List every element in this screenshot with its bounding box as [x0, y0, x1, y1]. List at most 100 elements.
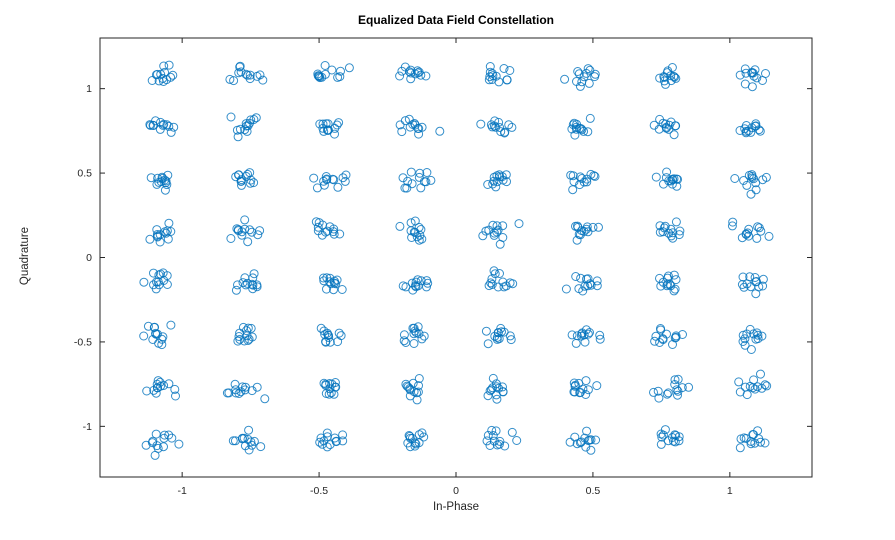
- constellation-point: [585, 65, 595, 75]
- constellation-point: [764, 231, 774, 241]
- constellation-point: [502, 177, 511, 187]
- constellation-point: [660, 425, 670, 435]
- constellation-point: [735, 443, 745, 453]
- x-tick-label: 1: [727, 485, 733, 497]
- constellation-point: [400, 183, 410, 193]
- constellation-point: [741, 68, 751, 78]
- constellation-point: [749, 430, 758, 440]
- constellation-point: [495, 269, 504, 278]
- constellation-point: [742, 329, 752, 339]
- constellation-point: [414, 222, 424, 232]
- constellation-point: [747, 68, 757, 78]
- constellation-point: [576, 273, 586, 283]
- constellation-point: [147, 438, 157, 448]
- constellation-point: [150, 450, 160, 460]
- constellation-point: [154, 280, 164, 290]
- constellation-point: [233, 132, 243, 142]
- constellation-point: [414, 374, 424, 383]
- constellation-point: [659, 76, 669, 86]
- constellation-point: [571, 272, 581, 281]
- constellation-point: [582, 426, 592, 436]
- constellation-point: [399, 336, 409, 346]
- constellation-point: [328, 174, 338, 184]
- constellation-point: [166, 127, 176, 137]
- constellation-point: [497, 327, 506, 337]
- constellation-point: [315, 437, 325, 447]
- constellation-point: [661, 123, 671, 133]
- constellation-point: [669, 130, 679, 140]
- constellation-point: [236, 387, 246, 397]
- constellation-point: [155, 237, 165, 247]
- constellation-point: [155, 124, 165, 134]
- constellation-point: [487, 75, 497, 84]
- constellation-point: [241, 382, 250, 392]
- constellation-point: [581, 390, 591, 399]
- constellation-point: [567, 124, 577, 134]
- constellation-point: [487, 122, 497, 132]
- constellation-point: [405, 67, 414, 77]
- constellation-point: [408, 285, 418, 295]
- constellation-point: [331, 279, 341, 289]
- constellation-point: [145, 120, 155, 130]
- constellation-point: [673, 174, 683, 184]
- constellation-point: [149, 268, 158, 278]
- constellation-point: [747, 171, 757, 181]
- constellation-point: [406, 167, 416, 177]
- constellation-point: [230, 436, 240, 446]
- constellation-point: [326, 388, 336, 398]
- constellation-point: [317, 439, 327, 449]
- constellation-point: [741, 128, 751, 138]
- constellation-point: [231, 285, 241, 295]
- constellation-point: [340, 176, 350, 186]
- constellation-point: [588, 222, 598, 232]
- constellation-point: [578, 286, 588, 296]
- constellation-point: [238, 278, 248, 288]
- constellation-point: [225, 74, 235, 84]
- constellation-point: [143, 321, 153, 331]
- constellation-point: [673, 390, 682, 400]
- constellation-point: [329, 229, 339, 239]
- constellation-point: [335, 229, 345, 239]
- constellation-point: [322, 273, 332, 283]
- constellation-point: [246, 323, 256, 333]
- constellation-point: [585, 113, 595, 123]
- constellation-point: [663, 388, 673, 398]
- x-axis-label: In-Phase: [432, 501, 480, 513]
- constellation-point: [590, 72, 600, 82]
- constellation-point: [571, 338, 581, 348]
- x-tick-label: 0: [453, 485, 459, 497]
- constellation-point: [500, 127, 510, 137]
- constellation-point: [674, 432, 684, 442]
- constellation-point: [414, 235, 424, 245]
- constellation-point: [486, 278, 496, 288]
- constellation-point: [145, 234, 155, 244]
- constellation-point: [344, 63, 354, 73]
- constellation-point: [410, 326, 420, 336]
- constellation-point: [758, 274, 768, 284]
- constellation-point: [255, 70, 265, 80]
- constellation-point: [668, 340, 677, 349]
- constellation-point: [505, 331, 515, 341]
- constellation-point: [568, 171, 578, 181]
- constellation-point: [153, 231, 163, 241]
- constellation-point: [235, 62, 245, 72]
- constellation-point: [743, 228, 753, 238]
- constellation-point: [671, 332, 681, 342]
- constellation-point: [672, 385, 682, 395]
- constellation-point: [333, 337, 343, 347]
- constellation-point: [325, 273, 335, 283]
- constellation-point: [577, 328, 587, 338]
- constellation-point: [662, 389, 672, 399]
- constellation-point: [667, 174, 677, 184]
- constellation-point: [483, 430, 493, 440]
- constellation-point: [567, 330, 577, 340]
- constellation-point: [671, 217, 681, 227]
- constellation-point: [656, 439, 666, 449]
- constellation-point: [738, 337, 748, 346]
- constellation-point: [240, 273, 250, 283]
- constellation-point: [750, 65, 760, 75]
- constellation-point: [222, 388, 232, 398]
- constellation-point: [313, 226, 323, 236]
- constellation-point: [313, 222, 323, 232]
